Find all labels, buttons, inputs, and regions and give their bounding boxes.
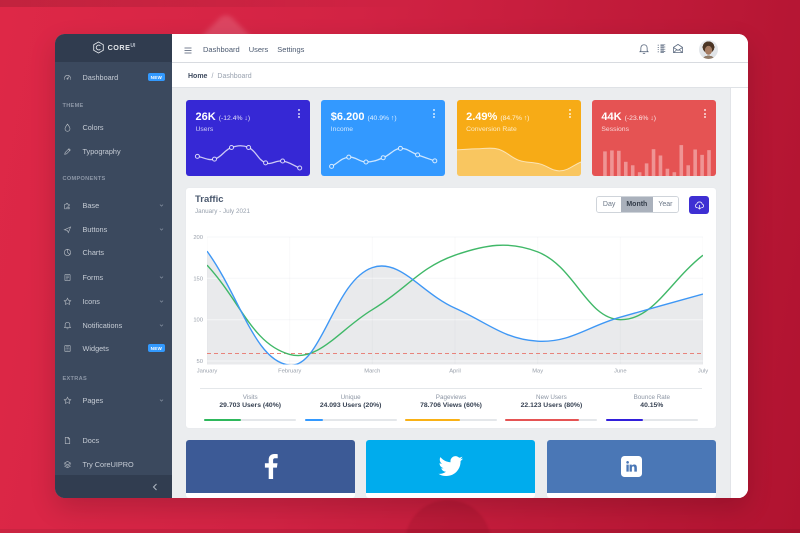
- svg-text:50: 50: [197, 359, 203, 365]
- svg-text:150: 150: [193, 276, 203, 282]
- svg-text:July: July: [698, 369, 708, 375]
- svg-text:100: 100: [193, 318, 203, 324]
- svg-text:March: March: [364, 369, 380, 375]
- svg-text:January: January: [197, 369, 218, 375]
- svg-text:June: June: [614, 369, 627, 375]
- svg-text:May: May: [532, 369, 543, 375]
- svg-text:April: April: [449, 369, 461, 375]
- svg-text:February: February: [278, 369, 301, 375]
- svg-text:200: 200: [193, 235, 203, 241]
